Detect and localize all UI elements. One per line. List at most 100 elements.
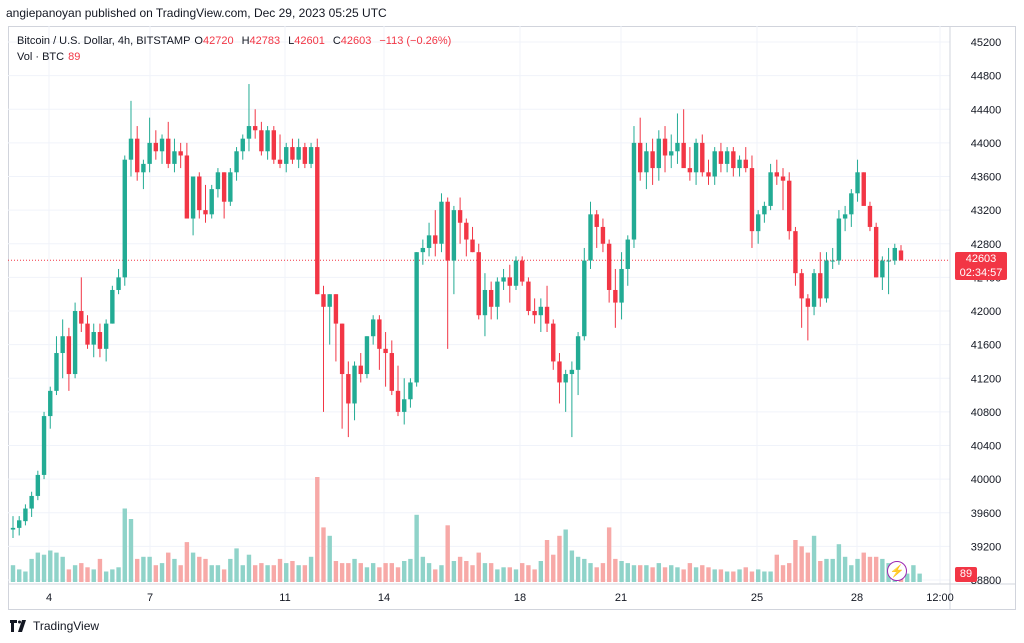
volume-bar xyxy=(451,561,457,582)
volume-bar xyxy=(588,563,593,582)
volume-bar xyxy=(768,571,773,582)
candle-body xyxy=(327,294,332,307)
volume-bar xyxy=(669,565,674,582)
legend-high: 42783 xyxy=(249,35,281,47)
y-tick-label: 38800 xyxy=(971,575,1002,587)
candle-body xyxy=(147,142,152,164)
candle-body xyxy=(526,281,531,311)
volume-bar xyxy=(544,540,550,582)
publisher-line: angiepanoyan published on TradingView.co… xyxy=(6,6,387,20)
candle-body xyxy=(824,260,829,299)
candle-body xyxy=(849,193,854,215)
legend-close-label: C xyxy=(332,35,341,47)
candle-body xyxy=(637,142,643,173)
candle-body xyxy=(246,126,252,139)
candle-body xyxy=(203,210,208,215)
y-tick-label: 44000 xyxy=(971,138,1002,150)
candle-body xyxy=(557,361,562,383)
volume-bar xyxy=(91,569,96,582)
candle-body xyxy=(867,205,873,227)
volume-bar xyxy=(532,569,537,582)
candle-body xyxy=(861,172,866,206)
candle-body xyxy=(606,243,612,290)
candle-body xyxy=(532,311,537,316)
volume-bar xyxy=(277,558,283,582)
volume-bar xyxy=(495,569,500,582)
legend-high-label: H xyxy=(241,35,250,47)
volume-bar xyxy=(41,554,47,582)
volume-bar xyxy=(911,565,916,582)
candle-body xyxy=(644,151,649,173)
candle-body xyxy=(383,348,388,354)
legend-volume-label[interactable]: Vol · BTC xyxy=(17,51,65,63)
footer-brand-name: TradingView xyxy=(33,619,100,633)
candle-body xyxy=(687,168,693,173)
chart-legend: Bitcoin / U.S. Dollar, 4h, BITSTAMP O 427… xyxy=(17,33,451,65)
last-price-tag: 42603 02:34:57 xyxy=(955,252,1007,280)
candle-body xyxy=(482,289,488,316)
candle-body xyxy=(811,273,817,307)
legend-low-label: L xyxy=(288,35,295,47)
candle-body xyxy=(625,239,630,269)
candle-body xyxy=(358,365,363,375)
volume-bar xyxy=(731,571,736,582)
candle-body xyxy=(445,201,450,261)
candle-body xyxy=(153,142,159,152)
candle-body xyxy=(23,508,28,522)
volume-bar xyxy=(29,558,34,582)
candle-body xyxy=(656,138,662,169)
candle-body xyxy=(662,138,668,156)
volume-bar xyxy=(147,556,152,582)
candle-body xyxy=(650,151,655,169)
volume-bar xyxy=(538,561,544,582)
legend-close: 42603 xyxy=(340,35,372,47)
x-tick-label: 7 xyxy=(147,592,153,604)
candle-body xyxy=(308,147,314,164)
volume-bar xyxy=(737,569,742,582)
volume-bar xyxy=(265,565,270,582)
candle-body xyxy=(234,151,239,173)
volume-bar xyxy=(681,569,686,582)
footer-brand[interactable]: TradingView xyxy=(10,619,99,633)
candle-body xyxy=(507,277,512,286)
x-tick-label: 21 xyxy=(615,592,627,604)
candle-body xyxy=(221,172,227,202)
candle-body xyxy=(700,142,705,173)
candle-body xyxy=(675,142,680,152)
volume-bar xyxy=(296,565,301,582)
volume-bar xyxy=(414,514,419,582)
volume-bar xyxy=(619,561,624,582)
candle-body xyxy=(737,159,742,169)
lightning-icon[interactable]: ⚡ xyxy=(887,561,907,581)
candle-body xyxy=(476,252,481,316)
volume-bar xyxy=(23,571,28,582)
y-tick-label: 42800 xyxy=(971,239,1002,251)
x-tick-label: 28 xyxy=(851,592,863,604)
candle-body xyxy=(228,172,233,202)
volume-bar xyxy=(712,569,717,582)
candle-body xyxy=(284,147,289,164)
volume-bar xyxy=(85,567,90,582)
volume-bar xyxy=(718,569,724,582)
candle-body xyxy=(72,311,78,375)
volume-bar xyxy=(240,565,245,582)
volume-bar xyxy=(327,535,332,582)
candle-body xyxy=(588,214,593,261)
volume-bar xyxy=(172,558,177,582)
volume-bar xyxy=(346,563,351,582)
candle-body xyxy=(54,353,59,391)
y-tick-label: 42000 xyxy=(971,306,1002,318)
candle-body xyxy=(619,268,624,303)
volume-bar xyxy=(166,552,171,582)
volume-bar xyxy=(389,563,394,582)
y-tick-label: 45200 xyxy=(971,37,1002,49)
price-chart[interactable]: 4520044800444004400043600432004280042400… xyxy=(8,26,1016,610)
candle-body xyxy=(110,289,115,324)
volume-bar xyxy=(706,567,711,582)
candle-body xyxy=(315,147,320,295)
candle-body xyxy=(600,226,606,244)
candle-body xyxy=(17,520,22,528)
legend-symbol[interactable]: Bitcoin / U.S. Dollar, 4h, BITSTAMP xyxy=(17,35,191,47)
volume-bar xyxy=(433,569,438,582)
volume-bar xyxy=(830,558,835,582)
